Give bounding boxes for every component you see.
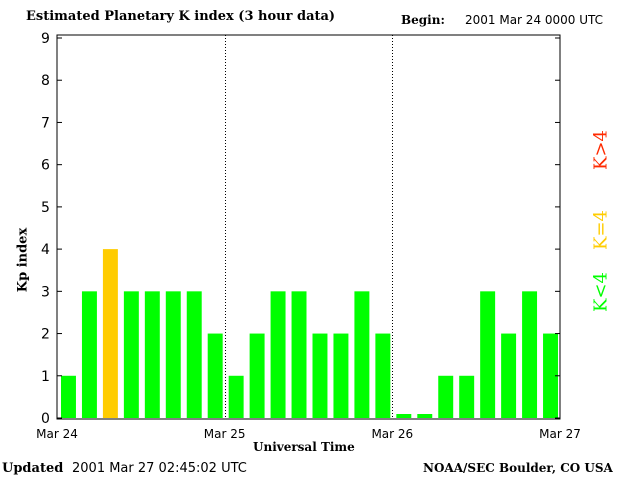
y-tick-label: 8 xyxy=(41,73,50,89)
kp-bar xyxy=(270,291,286,418)
kp-bar xyxy=(438,375,454,418)
begin-value: 2001 Mar 24 0000 UTC xyxy=(465,13,604,27)
x-tick-label: Mar 26 xyxy=(371,427,413,441)
kp-bar xyxy=(522,291,538,418)
legend-item-above4: K>4 xyxy=(589,110,613,190)
legend-item-below4: K<4 xyxy=(589,252,613,332)
updated-label: Updated xyxy=(2,461,64,476)
legend-label-below4: K<4 xyxy=(590,272,612,312)
y-tick-label: 4 xyxy=(41,242,50,258)
kp-bar xyxy=(354,291,370,418)
kp-bar xyxy=(501,333,517,418)
kp-bar xyxy=(61,375,76,418)
kp-bar xyxy=(123,291,139,418)
y-tick-label: 2 xyxy=(41,327,50,343)
plot-frame xyxy=(56,34,561,420)
kp-bar xyxy=(459,375,475,418)
y-tick-label: 9 xyxy=(41,31,50,47)
y-tick-label: 3 xyxy=(41,284,50,300)
y-tick-label: 1 xyxy=(41,369,50,385)
kp-bar xyxy=(186,291,202,418)
kp-bar xyxy=(396,414,412,418)
kp-bar xyxy=(144,291,160,418)
kp-bar xyxy=(207,333,223,418)
x-axis-label: Universal Time xyxy=(253,440,355,454)
y-tick-label: 7 xyxy=(41,115,50,131)
kp-bar xyxy=(165,291,181,418)
kp-bar xyxy=(228,375,244,418)
kp-bar xyxy=(333,333,349,418)
x-tick-label: Mar 27 xyxy=(539,427,581,441)
x-tick-label: Mar 25 xyxy=(204,427,246,441)
legend-label-equal4: K=4 xyxy=(590,210,612,250)
y-tick-label: 5 xyxy=(41,200,50,216)
kp-bar xyxy=(417,414,433,418)
kp-bar xyxy=(81,291,97,418)
chart-title: Estimated Planetary K index (3 hour data… xyxy=(26,9,336,24)
legend-label-above4: K>4 xyxy=(590,130,612,170)
kp-bar xyxy=(312,333,328,418)
updated-value: 2001 Mar 27 02:45:02 UTC xyxy=(72,461,247,476)
y-tick-label: 0 xyxy=(41,411,50,427)
kp-bar xyxy=(102,249,118,418)
kp-bar xyxy=(480,291,496,418)
kp-bar xyxy=(375,333,391,418)
x-tick-label: Mar 24 xyxy=(36,427,78,441)
y-tick-label: 6 xyxy=(41,158,50,174)
begin-label: Begin: xyxy=(401,13,445,27)
kp-bar xyxy=(291,291,307,418)
kp-bar xyxy=(543,333,558,418)
credit-text: NOAA/SEC Boulder, CO USA xyxy=(423,461,613,475)
kp-bar xyxy=(249,333,265,418)
